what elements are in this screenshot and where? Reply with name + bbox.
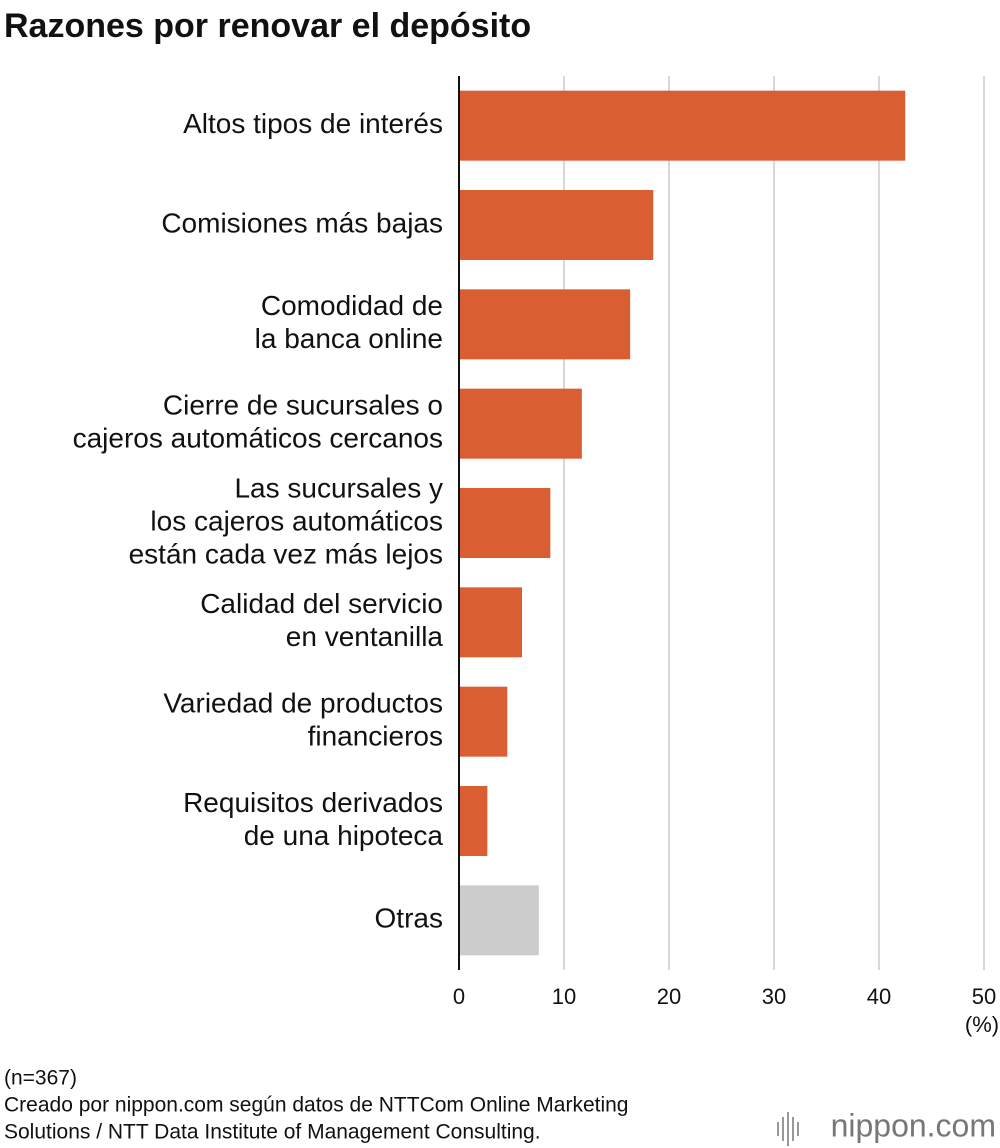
note: Creado por nippon.com según datos de NTT… [4, 1094, 628, 1117]
bar [459, 885, 539, 956]
x-tick-label: 50 [972, 984, 996, 1009]
bar [459, 786, 488, 856]
x-tick-label: 40 [867, 984, 891, 1009]
chart-title: Razones por renovar el depósito [4, 7, 531, 45]
x-tick-label: 30 [762, 984, 786, 1009]
y-tick-label: financieros [308, 721, 443, 752]
y-tick-label: Altos tipos de interés [183, 108, 443, 139]
x-tick-label: 10 [552, 984, 576, 1009]
y-tick-label: Las sucursales y [234, 472, 443, 503]
y-tick-label: Variedad de productos [163, 688, 443, 719]
x-tick-label: 0 [453, 984, 465, 1009]
x-tick-label: 20 [657, 984, 681, 1009]
note: Solutions / NTT Data Institute of Manage… [4, 1121, 541, 1144]
y-tick-label: Comisiones más bajas [161, 207, 443, 238]
y-tick-label: la banca online [255, 323, 443, 354]
y-tick-label: Cierre de sucursales o [163, 390, 443, 421]
y-tick-label: cajeros automáticos cercanos [73, 423, 443, 454]
y-tick-label: están cada vez más lejos [129, 538, 443, 569]
bar [459, 388, 582, 459]
y-tick-label: en ventanilla [286, 621, 444, 652]
bar [459, 289, 631, 360]
bar [459, 587, 522, 658]
bar [459, 488, 551, 558]
y-tick-label: Comodidad de [261, 290, 443, 321]
y-tick-label: los cajeros automáticos [150, 505, 443, 536]
logo-icon [777, 1112, 799, 1146]
note: (n=367) [4, 1067, 77, 1090]
x-unit: (%) [965, 1012, 999, 1037]
logo: nippon.com [831, 1107, 996, 1143]
y-tick-label: Calidad del servicio [200, 588, 443, 619]
y-tick-label: Requisitos derivados [183, 787, 443, 818]
y-tick-label: Otras [375, 903, 443, 934]
bar [459, 686, 508, 757]
bar [459, 90, 906, 161]
bar [459, 190, 654, 260]
y-tick-label: de una hipoteca [244, 820, 444, 851]
